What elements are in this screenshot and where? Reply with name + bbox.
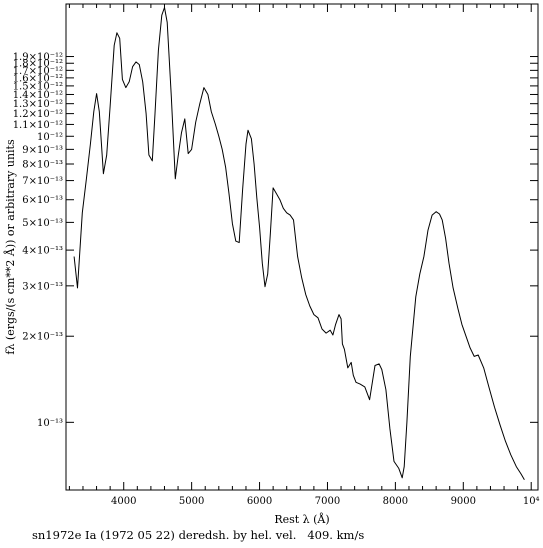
x-tick-label: 6000: [247, 496, 272, 507]
y-tick-label: 1.8×10⁻¹²: [13, 59, 63, 70]
y-tick-label: 1.6×10⁻¹²: [13, 73, 63, 84]
x-tick-label: 9000: [451, 496, 476, 507]
y-tick-label: 1.4×10⁻¹²: [13, 90, 63, 101]
y-tick-label: 1.2×10⁻¹²: [13, 109, 63, 120]
x-axis-label: Rest λ (Å): [274, 512, 329, 526]
y-tick-label: 1.1×10⁻¹²: [13, 120, 63, 131]
y-tick-label: 3×10⁻¹³: [22, 281, 63, 292]
y-tick-label: 9×10⁻¹³: [22, 145, 63, 156]
x-tick-label: 5000: [179, 496, 204, 507]
y-tick-label: 1.5×10⁻¹²: [13, 81, 63, 92]
y-tick-label: 6×10⁻¹³: [22, 195, 63, 206]
series-layer: [73, 7, 525, 480]
y-tick-label: 8×10⁻¹³: [22, 159, 63, 170]
spectrum-line: [73, 7, 525, 480]
y-tick-label: 7×10⁻¹³: [22, 176, 63, 187]
y-axis-label: fλ (ergs/(s cm**2 Å)) or arbitrary units: [3, 139, 17, 355]
y-tick-label: 10⁻¹³: [37, 418, 63, 429]
y-tick-label: 4×10⁻¹³: [22, 246, 63, 257]
y-tick-label: 1.7×10⁻¹²: [13, 66, 63, 77]
x-tick-label: 7000: [315, 496, 340, 507]
y-tick-label: 1.3×10⁻¹²: [13, 99, 63, 110]
y-tick-label: 1.9×10⁻¹²: [13, 52, 63, 63]
y-tick-label: 10⁻¹²: [37, 132, 63, 143]
x-tick-label: 10⁴: [523, 496, 540, 507]
x-tick-label: 4000: [111, 496, 136, 507]
y-axis-ticks: 10⁻¹³ 2×10⁻¹³ 3×10⁻¹³ 4×10⁻¹³ 5×10⁻¹³ 6×10⁻¹³…: [13, 52, 538, 429]
plot-frame: [65, 3, 539, 491]
x-tick-label: 8000: [383, 496, 408, 507]
chart-caption: sn1972e Ia (1972 05 22) deredsh. by hel.…: [32, 528, 365, 542]
y-tick-label: 5×10⁻¹³: [22, 218, 63, 229]
x-axis-ticks: 4000 5000 6000 7000 8000 9000 10⁴: [68, 4, 540, 507]
y-tick-label: 2×10⁻¹³: [22, 332, 63, 343]
